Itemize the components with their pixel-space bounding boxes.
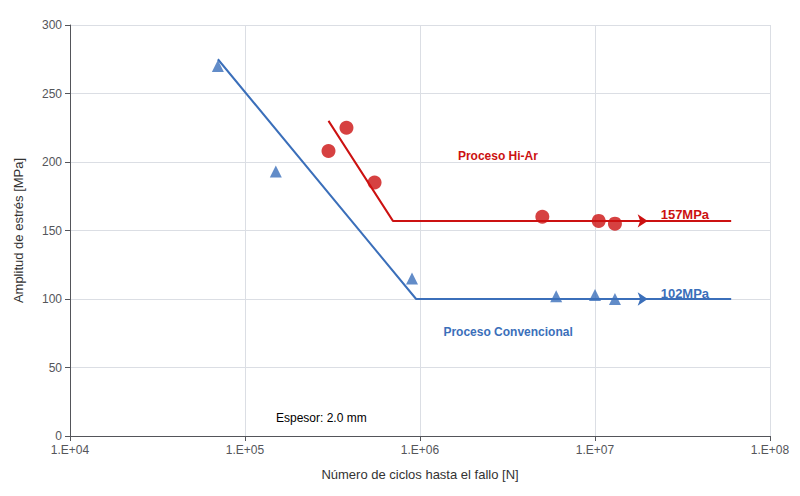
svg-text:1.E+05: 1.E+05 (226, 443, 265, 457)
svg-text:200: 200 (42, 155, 62, 169)
svg-text:102MPa: 102MPa (661, 286, 710, 301)
svg-text:250: 250 (42, 87, 62, 101)
svg-text:Proceso Convencional: Proceso Convencional (443, 325, 572, 339)
svg-text:1.E+04: 1.E+04 (51, 443, 90, 457)
svg-text:0: 0 (55, 429, 62, 443)
svg-text:150: 150 (42, 224, 62, 238)
svg-text:1.E+08: 1.E+08 (751, 443, 790, 457)
svg-text:Número de ciclos hasta el fall: Número de ciclos hasta el fallo [N] (321, 467, 518, 482)
svg-text:50: 50 (49, 361, 63, 375)
svg-text:300: 300 (42, 18, 62, 32)
svg-text:1.E+07: 1.E+07 (576, 443, 615, 457)
svg-text:Espesor: 2.0 mm: Espesor: 2.0 mm (276, 411, 367, 425)
svg-text:1.E+06: 1.E+06 (401, 443, 440, 457)
svg-text:100: 100 (42, 292, 62, 306)
svg-text:Amplitud de estrés [MPa]: Amplitud de estrés [MPa] (11, 158, 26, 303)
svg-text:157MPa: 157MPa (661, 207, 710, 222)
svg-text:Proceso Hi-Ar: Proceso Hi-Ar (458, 149, 538, 163)
